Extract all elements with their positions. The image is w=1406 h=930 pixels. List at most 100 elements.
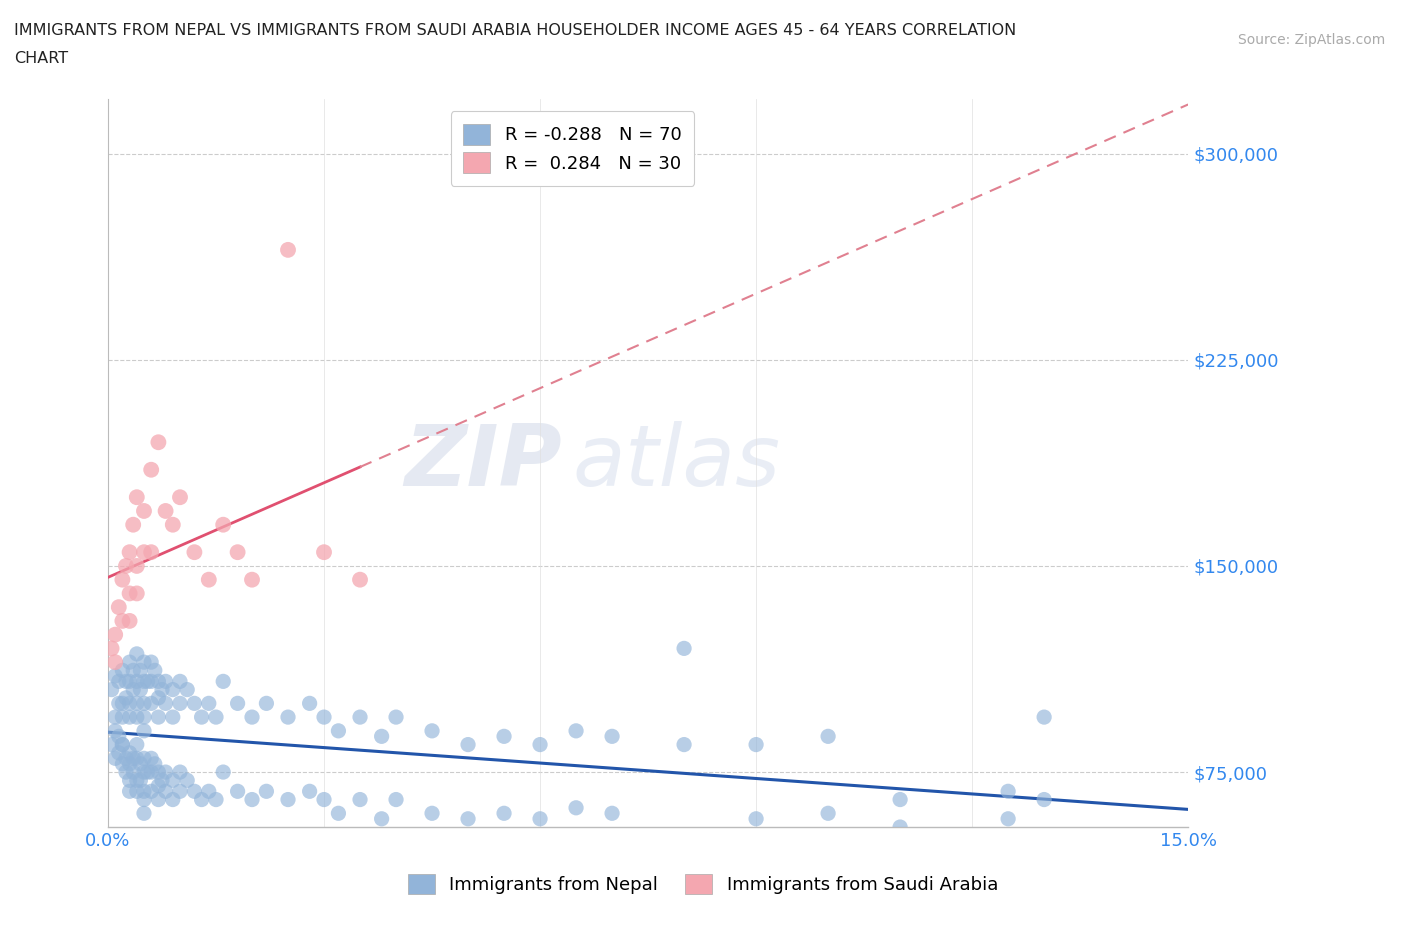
Point	[997, 811, 1019, 826]
Point	[125, 784, 148, 799]
Point	[100, 683, 122, 698]
Point	[169, 764, 191, 779]
Point	[104, 655, 127, 670]
Point	[118, 655, 141, 670]
Point	[141, 462, 163, 477]
Point	[212, 517, 235, 532]
Point	[600, 729, 623, 744]
Point	[600, 806, 623, 821]
Point	[115, 764, 138, 779]
Point	[122, 663, 145, 678]
Point	[148, 778, 170, 793]
Point	[118, 586, 141, 601]
Point	[298, 784, 321, 799]
Point	[817, 806, 839, 821]
Text: ZIP: ZIP	[404, 421, 561, 504]
Point	[104, 724, 127, 738]
Point	[183, 696, 205, 711]
Point	[118, 710, 141, 724]
Point	[385, 792, 408, 807]
Point	[254, 784, 277, 799]
Point	[1033, 710, 1056, 724]
Point	[118, 784, 141, 799]
Point	[312, 792, 335, 807]
Point	[141, 545, 163, 560]
Point	[125, 773, 148, 788]
Point	[129, 683, 152, 698]
Point	[155, 784, 177, 799]
Point	[817, 729, 839, 744]
Legend: R = -0.288   N = 70, R =  0.284   N = 30: R = -0.288 N = 70, R = 0.284 N = 30	[451, 112, 695, 186]
Point	[277, 792, 299, 807]
Point	[190, 710, 212, 724]
Point	[190, 792, 212, 807]
Point	[370, 729, 392, 744]
Point	[212, 674, 235, 689]
Point	[150, 773, 173, 788]
Point	[385, 710, 408, 724]
Point	[198, 784, 221, 799]
Point	[254, 696, 277, 711]
Point	[100, 737, 122, 752]
Point	[132, 710, 155, 724]
Point	[111, 663, 134, 678]
Point	[205, 792, 228, 807]
Point	[132, 784, 155, 799]
Point	[141, 674, 163, 689]
Point	[129, 756, 152, 771]
Point	[104, 627, 127, 642]
Point	[162, 773, 184, 788]
Text: Source: ZipAtlas.com: Source: ZipAtlas.com	[1237, 33, 1385, 46]
Point	[115, 674, 138, 689]
Point	[122, 751, 145, 765]
Point	[155, 503, 177, 518]
Point	[457, 811, 479, 826]
Point	[169, 784, 191, 799]
Point	[198, 572, 221, 587]
Point	[226, 784, 249, 799]
Point	[129, 773, 152, 788]
Point	[111, 737, 134, 752]
Point	[183, 545, 205, 560]
Point	[148, 690, 170, 705]
Point	[118, 756, 141, 771]
Point	[277, 243, 299, 258]
Point	[162, 710, 184, 724]
Point	[226, 696, 249, 711]
Point	[111, 696, 134, 711]
Point	[132, 503, 155, 518]
Point	[169, 674, 191, 689]
Point	[148, 674, 170, 689]
Point	[132, 545, 155, 560]
Point	[125, 737, 148, 752]
Point	[132, 655, 155, 670]
Point	[125, 646, 148, 661]
Point	[183, 784, 205, 799]
Point	[125, 674, 148, 689]
Point	[107, 696, 129, 711]
Point	[125, 490, 148, 505]
Point	[125, 586, 148, 601]
Point	[169, 696, 191, 711]
Point	[176, 773, 198, 788]
Point	[349, 710, 371, 724]
Point	[673, 737, 696, 752]
Point	[118, 545, 141, 560]
Text: CHART: CHART	[14, 51, 67, 66]
Point	[529, 737, 551, 752]
Point	[148, 710, 170, 724]
Point	[155, 764, 177, 779]
Point	[312, 710, 335, 724]
Text: IMMIGRANTS FROM NEPAL VS IMMIGRANTS FROM SAUDI ARABIA HOUSEHOLDER INCOME AGES 45: IMMIGRANTS FROM NEPAL VS IMMIGRANTS FROM…	[14, 23, 1017, 38]
Point	[118, 614, 141, 629]
Point	[176, 683, 198, 698]
Point	[125, 710, 148, 724]
Point	[148, 764, 170, 779]
Point	[111, 614, 134, 629]
Point	[328, 724, 350, 738]
Point	[565, 724, 588, 738]
Point	[132, 751, 155, 765]
Point	[312, 545, 335, 560]
Point	[136, 764, 159, 779]
Point	[565, 801, 588, 816]
